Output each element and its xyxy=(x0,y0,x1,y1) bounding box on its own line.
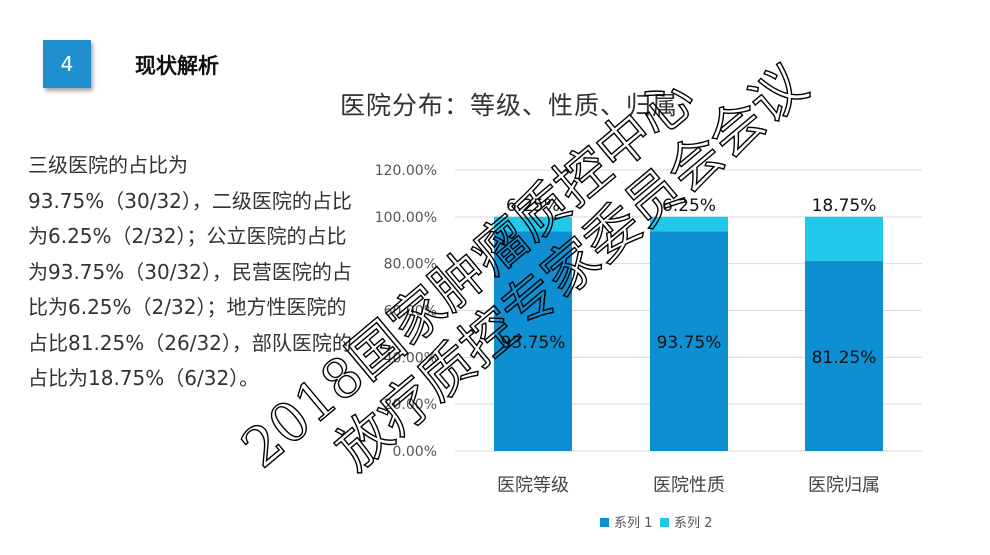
data-label: 81.25% xyxy=(812,348,877,368)
bar-series-2 xyxy=(805,216,883,261)
chart-title: 医院分布：等级、性质、归属 xyxy=(340,91,679,120)
legend-swatch xyxy=(600,518,609,527)
description-text: 三级医院的占比为93.75%（30/32），二级医院的占比为6.25%（2/32… xyxy=(28,153,352,390)
bar-series-2 xyxy=(494,216,572,232)
slide-heading: 现状解析 xyxy=(135,54,219,78)
bar-series-1 xyxy=(494,231,572,451)
legend-swatch xyxy=(660,518,669,527)
slide-number-badge: 4 xyxy=(43,40,91,88)
y-tick-label: 20.00% xyxy=(384,397,437,413)
data-label: 6.25% xyxy=(662,196,716,216)
y-tick-label: 80.00% xyxy=(384,257,437,273)
bar-series-1 xyxy=(650,231,728,451)
data-label: 18.75% xyxy=(812,196,877,216)
legend-label: 系列 2 xyxy=(674,516,712,531)
bar-series-2 xyxy=(650,216,728,232)
x-category-label: 医院性质 xyxy=(653,475,725,496)
y-tick-label: 60.00% xyxy=(384,304,437,320)
y-tick-label: 100.00% xyxy=(375,210,437,226)
y-tick-label: 120.00% xyxy=(375,163,437,179)
data-label: 93.75% xyxy=(657,333,722,353)
x-category-label: 医院等级 xyxy=(497,475,569,496)
legend-label: 系列 1 xyxy=(614,516,652,531)
y-tick-label: 40.00% xyxy=(384,350,437,366)
y-tick-label: 0.00% xyxy=(393,444,437,460)
data-label: 93.75% xyxy=(501,333,566,353)
x-category-label: 医院归属 xyxy=(808,475,880,496)
bar-series-1 xyxy=(805,260,883,451)
data-label: 6.25% xyxy=(506,196,560,216)
